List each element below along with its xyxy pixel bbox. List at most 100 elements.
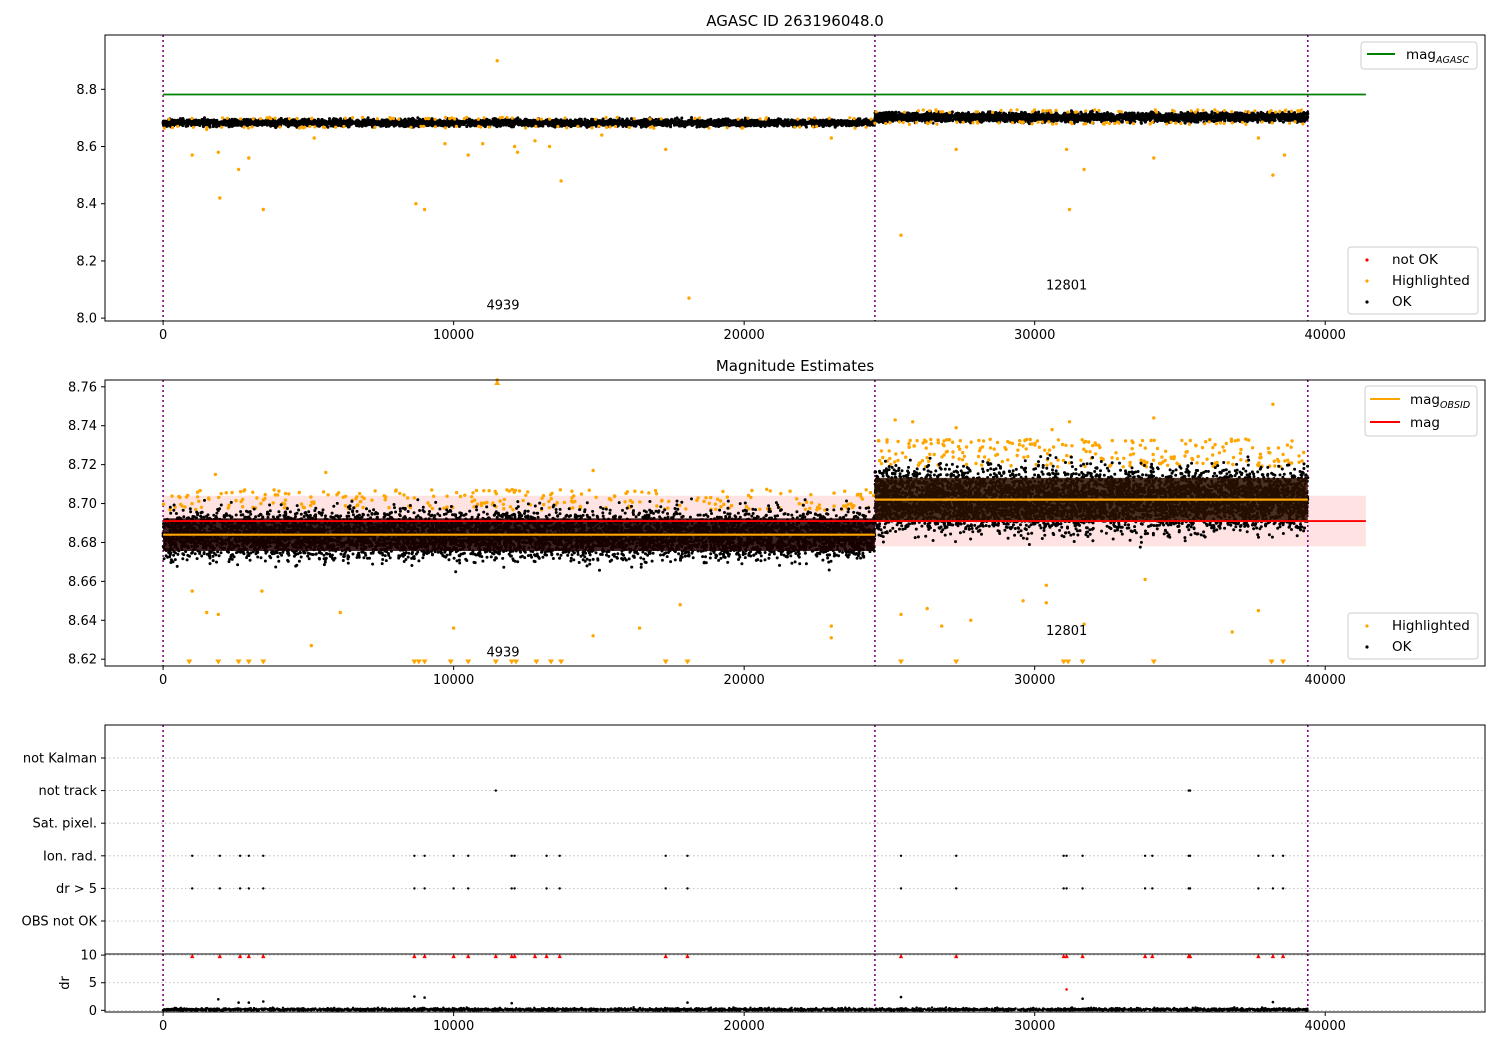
ok-point <box>486 120 490 124</box>
ok-point <box>744 121 748 125</box>
ok-point <box>296 123 299 127</box>
ok-point <box>366 123 369 127</box>
ok-point <box>331 123 335 127</box>
ok-point <box>520 123 524 127</box>
ok-point <box>288 122 292 126</box>
ok-point <box>553 122 557 126</box>
ok-point <box>197 120 201 124</box>
ok-point <box>665 123 669 126</box>
ok-point <box>573 124 577 128</box>
ok-point <box>489 120 493 124</box>
ok-point <box>711 120 715 124</box>
ok-point <box>610 123 614 127</box>
ok-point <box>814 122 818 126</box>
ok-point <box>779 121 783 125</box>
ok-point <box>326 120 330 124</box>
ok-point <box>212 118 216 122</box>
ok-point <box>298 119 302 123</box>
ok-point <box>442 122 445 126</box>
ok-point <box>279 117 283 121</box>
agasc-panel-title: AGASC ID 263196048.0 <box>706 12 884 30</box>
ok-point <box>669 118 673 122</box>
ok-point <box>674 123 678 127</box>
ok-point <box>548 120 552 124</box>
ok-point <box>653 123 657 127</box>
ok-point <box>308 121 312 125</box>
ok-point <box>200 118 204 122</box>
ok-point <box>372 121 376 125</box>
ok-point <box>299 122 303 126</box>
ok-point <box>467 122 471 126</box>
ok-point <box>867 120 871 124</box>
ok-point <box>175 120 179 124</box>
ok-point <box>208 122 212 126</box>
ok-point <box>854 120 858 123</box>
ok-point <box>750 122 754 125</box>
ok-point <box>498 124 502 128</box>
ok-point <box>250 120 254 124</box>
ok-point <box>799 122 802 126</box>
ok-point <box>775 124 779 128</box>
ok-point <box>408 123 412 126</box>
ok-point <box>492 120 496 124</box>
ok-point <box>400 121 404 125</box>
ok-point <box>687 118 691 122</box>
ok-point <box>240 123 243 126</box>
ok-point <box>772 121 776 125</box>
ok-point <box>214 122 218 126</box>
ok-point <box>527 122 531 126</box>
ok-point <box>243 121 247 125</box>
ok-point <box>668 123 672 127</box>
ok-point <box>493 123 497 126</box>
ok-point <box>403 123 407 127</box>
ok-point <box>263 121 267 125</box>
ok-point <box>409 117 413 121</box>
ok-point <box>736 123 740 127</box>
ok-point <box>509 124 513 128</box>
ok-point <box>341 119 345 123</box>
ok-point <box>449 121 453 125</box>
ok-point <box>860 119 864 123</box>
agasc-plot-area <box>161 35 1366 321</box>
ok-point <box>425 121 428 125</box>
ok-point <box>376 119 380 123</box>
ok-point <box>586 118 590 122</box>
ok-point <box>354 121 358 125</box>
ok-point <box>578 117 582 121</box>
ok-point <box>554 119 558 123</box>
ok-point <box>633 123 637 127</box>
ok-point <box>583 117 587 121</box>
ok-point <box>680 116 684 120</box>
ok-point <box>827 122 831 126</box>
ok-point <box>516 122 520 126</box>
ok-point <box>808 120 812 124</box>
ok-point <box>232 120 236 124</box>
ok-point <box>320 122 324 126</box>
ok-point <box>728 120 732 124</box>
ok-point <box>229 122 233 125</box>
ok-point <box>785 122 789 126</box>
ok-point <box>516 119 520 123</box>
ok-point <box>316 119 320 123</box>
ok-point <box>284 121 288 125</box>
ok-point <box>681 119 684 123</box>
ok-point <box>860 122 863 126</box>
ok-point <box>203 118 206 122</box>
ok-point <box>414 123 418 127</box>
ok-point <box>524 117 528 121</box>
ok-point <box>209 119 213 123</box>
ok-point <box>784 118 788 122</box>
ok-point <box>709 117 713 121</box>
ok-point <box>695 125 699 129</box>
ok-point <box>275 121 279 125</box>
ok-point <box>445 122 449 126</box>
ok-point <box>844 122 848 126</box>
ok-point <box>601 118 605 122</box>
ok-point <box>594 122 598 126</box>
ok-point <box>206 118 210 122</box>
ok-point <box>712 124 716 128</box>
ok-point <box>547 124 550 128</box>
ok-point <box>590 120 594 124</box>
ok-point <box>767 122 771 126</box>
ok-point <box>521 120 525 124</box>
